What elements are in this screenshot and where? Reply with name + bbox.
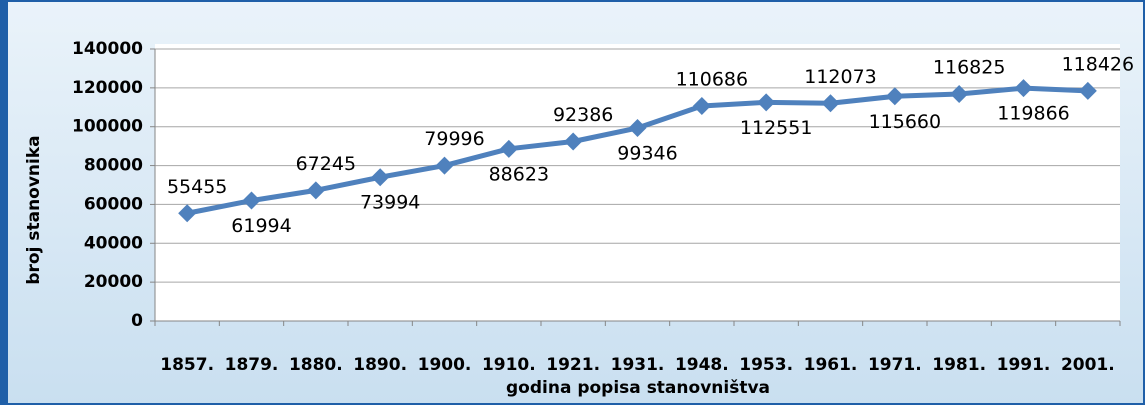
x-tick-label: 1948. xyxy=(675,355,729,375)
marker xyxy=(242,191,261,210)
x-tick-label: 1879. xyxy=(225,355,279,375)
data-label: 115660 xyxy=(869,111,942,133)
y-axis-title: broj stanovnika xyxy=(24,135,44,284)
data-label: 55455 xyxy=(167,176,227,198)
y-tick-label: 80000 xyxy=(84,156,143,176)
x-tick-label: 1971. xyxy=(868,355,922,375)
x-tick-label: 2001. xyxy=(1061,355,1115,375)
data-label: 61994 xyxy=(231,215,291,237)
y-tick-label: 40000 xyxy=(84,233,143,253)
plot-area xyxy=(155,44,1120,321)
x-tick-label: 1921. xyxy=(546,355,600,375)
x-tick-label: 1991. xyxy=(997,355,1051,375)
x-tick-label: 1890. xyxy=(353,355,407,375)
y-tick-label: 20000 xyxy=(84,272,143,292)
marker xyxy=(371,168,390,187)
data-label: 112551 xyxy=(740,117,813,139)
y-tick-label: 100000 xyxy=(72,117,143,137)
marker xyxy=(499,139,518,158)
marker xyxy=(178,204,197,223)
data-label: 110686 xyxy=(676,68,749,90)
marker xyxy=(306,181,325,200)
marker xyxy=(1014,79,1033,98)
marker xyxy=(821,94,840,113)
y-tick-label: 0 xyxy=(131,311,143,331)
x-tick-label: 1931. xyxy=(611,355,665,375)
marker xyxy=(950,85,969,104)
data-label: 88623 xyxy=(489,163,549,185)
y-tick-label: 60000 xyxy=(84,194,143,214)
marker xyxy=(885,87,904,106)
x-axis-title: godina popisa stanovništva xyxy=(506,378,770,398)
data-label: 112073 xyxy=(804,66,877,88)
marker xyxy=(628,118,647,137)
x-tick-label: 1953. xyxy=(739,355,793,375)
data-label: 67245 xyxy=(296,153,356,175)
data-label: 99346 xyxy=(617,142,677,164)
marker xyxy=(692,96,711,115)
x-tick-label: 1910. xyxy=(482,355,536,375)
x-tick-label: 1857. xyxy=(160,355,214,375)
y-tick-label: 140000 xyxy=(72,39,143,59)
marker xyxy=(757,93,776,112)
data-label: 118426 xyxy=(1062,53,1135,75)
data-label: 79996 xyxy=(424,128,484,150)
data-label: 119866 xyxy=(997,103,1070,125)
x-tick-label: 1961. xyxy=(804,355,858,375)
x-tick-label: 1981. xyxy=(932,355,986,375)
data-label: 92386 xyxy=(553,104,613,126)
marker xyxy=(1078,81,1097,100)
data-label: 116825 xyxy=(933,57,1006,79)
data-label: 73994 xyxy=(360,192,420,214)
marker xyxy=(564,132,583,151)
x-tick-label: 1880. xyxy=(289,355,343,375)
y-tick-label: 120000 xyxy=(72,78,143,98)
marker xyxy=(435,156,454,175)
frame-edge xyxy=(2,2,8,403)
x-tick-label: 1900. xyxy=(418,355,472,375)
